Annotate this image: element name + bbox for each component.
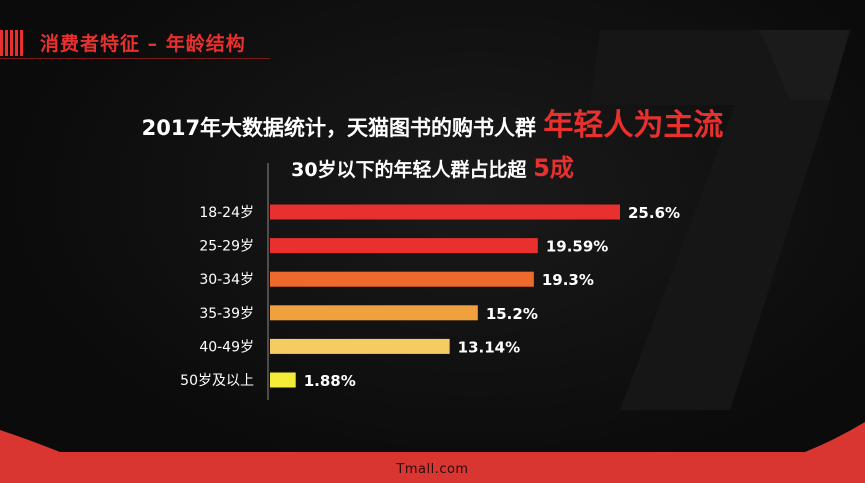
value-label: 19.59% xyxy=(546,238,608,256)
background-seven-watermark xyxy=(590,30,850,410)
bar xyxy=(270,271,534,287)
bar xyxy=(270,372,296,388)
value-label: 19.3% xyxy=(542,271,594,289)
category-label: 25-29岁 xyxy=(199,239,254,255)
bar xyxy=(270,305,478,321)
footer-brand: Tmall.com xyxy=(396,462,469,477)
category-label: 18-24岁 xyxy=(199,205,254,221)
bar xyxy=(270,204,620,220)
category-label: 50岁及以上 xyxy=(180,373,254,389)
category-label: 35-39岁 xyxy=(199,306,254,322)
headline-text: 2017年大数据统计，天猫图书的购书人群 xyxy=(141,116,537,140)
category-label: 30-34岁 xyxy=(199,272,254,288)
bar xyxy=(270,338,450,354)
subheadline-text: 30岁以下的年轻人群占比超 xyxy=(291,159,527,181)
header-title: 消费者特征 – 年龄结构 xyxy=(40,33,246,55)
subheadline: 30岁以下的年轻人群占比超 5成 xyxy=(0,148,865,183)
footer-wave xyxy=(0,422,865,483)
category-label: 40-49岁 xyxy=(199,339,254,355)
headline-highlight: 年轻人为主流 xyxy=(543,108,724,143)
value-label: 13.14% xyxy=(458,338,520,356)
header-stripes-icon xyxy=(0,30,23,56)
header-divider xyxy=(0,58,270,59)
subheadline-highlight: 5成 xyxy=(533,154,574,182)
value-label: 15.2% xyxy=(486,305,538,323)
value-label: 1.88% xyxy=(304,372,356,390)
value-label: 25.6% xyxy=(628,204,680,222)
bar xyxy=(270,238,538,254)
headline: 2017年大数据统计，天猫图书的购书人群 年轻人为主流 xyxy=(0,100,865,144)
